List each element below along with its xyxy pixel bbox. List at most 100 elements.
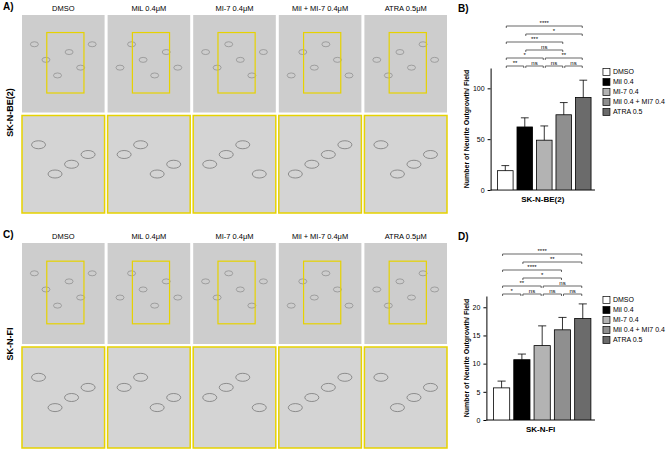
bracket xyxy=(506,42,562,44)
significance-label: ns xyxy=(549,288,555,294)
significance-label: ns xyxy=(570,60,576,66)
cell xyxy=(345,303,353,308)
bracket xyxy=(563,294,581,296)
y-tick: 5 xyxy=(476,389,486,396)
image-panel: A)SK-N-BE(2)DMSOMiL 0.4μMMI-7 0.4μMMil +… xyxy=(3,1,447,213)
y-axis-title: Number of Neurite Outgrowth/ Field xyxy=(463,299,471,418)
zoom-box xyxy=(132,261,169,324)
bracket xyxy=(565,66,582,68)
column-heading: MiL 0.4μM xyxy=(131,4,166,13)
error-cap xyxy=(538,325,546,326)
cell xyxy=(305,394,319,402)
cell xyxy=(310,65,318,70)
micrograph xyxy=(364,15,447,113)
bracket xyxy=(545,58,582,60)
significance-label: * xyxy=(524,52,527,58)
cell xyxy=(32,373,46,381)
zoom-micrograph xyxy=(193,347,276,448)
micrograph xyxy=(108,15,191,113)
cell xyxy=(117,383,131,391)
y-tick: 15 xyxy=(473,332,487,339)
legend-swatch xyxy=(603,297,610,304)
cell xyxy=(203,160,217,168)
bar xyxy=(493,388,509,420)
significance-label: ns xyxy=(529,288,535,294)
y-tick-mark xyxy=(483,420,486,421)
cell xyxy=(373,57,381,62)
cell xyxy=(202,279,210,284)
zoom-box xyxy=(304,33,341,93)
panel-letter: B) xyxy=(458,3,469,14)
significance-label: ns xyxy=(569,288,575,294)
cell xyxy=(30,271,38,276)
y-tick-label: 5 xyxy=(476,389,480,396)
x-axis-title: SK-N-FI xyxy=(526,425,555,434)
cell xyxy=(407,394,421,402)
bracket xyxy=(506,26,582,28)
y-tick-label: 20 xyxy=(473,304,481,311)
cell xyxy=(219,151,233,159)
legend-swatch xyxy=(603,317,610,324)
chart-panel: D)DMSOMil 0.4MI-7 0.4Mil 0.4 + MI7 0.4AT… xyxy=(458,231,665,434)
column-heading: DMSO xyxy=(52,232,75,241)
significance-brackets: **nsnsns*ns********** xyxy=(506,20,582,68)
zoom-micrograph xyxy=(108,347,191,448)
zoom-box xyxy=(47,33,84,93)
cell xyxy=(54,73,62,78)
cell xyxy=(321,383,335,391)
cell xyxy=(287,73,295,78)
image-panel: C)SK-N-FIDMSOMiL 0.4μMMI-7 0.4μMMil + MI… xyxy=(3,229,447,448)
cell xyxy=(116,65,124,70)
bar xyxy=(556,115,572,190)
cell xyxy=(288,404,302,412)
zoom-box xyxy=(47,261,84,324)
y-tick-label: 50 xyxy=(477,136,485,143)
legend-swatch xyxy=(603,89,610,96)
zoom-micrograph xyxy=(279,116,362,214)
cell xyxy=(151,303,159,308)
cell xyxy=(65,50,73,55)
cell xyxy=(88,42,96,47)
legend-label: ATRA 0.5 xyxy=(613,336,643,343)
cell xyxy=(54,303,62,308)
y-tick-label: 0 xyxy=(476,417,480,424)
cell xyxy=(219,383,233,391)
zoom-micrograph xyxy=(193,116,276,214)
significance-label: **** xyxy=(538,248,548,254)
error-bar xyxy=(501,381,502,388)
y-tick-mark xyxy=(488,88,491,89)
cell xyxy=(338,141,352,149)
cell xyxy=(345,73,353,78)
significance-label: ns xyxy=(559,280,565,286)
plot-marks xyxy=(493,304,590,420)
legend-label: MI-7 0.4 xyxy=(613,316,639,323)
bracket xyxy=(523,294,541,296)
column-heading: ATRA 0.5μM xyxy=(385,232,427,241)
y-axis: 05101520 xyxy=(473,297,487,424)
bar xyxy=(514,360,530,420)
cell xyxy=(65,279,73,284)
y-tick-mark xyxy=(483,307,486,308)
bar xyxy=(517,127,533,190)
zoom-box xyxy=(389,33,426,93)
y-tick-mark xyxy=(488,139,491,140)
column-heading: ATRA 0.5μM xyxy=(385,4,427,13)
y-tick-mark xyxy=(483,364,486,365)
cell xyxy=(139,57,147,62)
cell xyxy=(287,303,295,308)
error-bar xyxy=(544,126,545,140)
cell xyxy=(374,141,388,149)
cell xyxy=(288,170,302,178)
cell xyxy=(32,141,46,149)
cell xyxy=(81,383,95,391)
legend-swatch xyxy=(603,337,610,344)
legend-swatch xyxy=(603,79,610,86)
error-bar xyxy=(562,317,563,329)
bracket xyxy=(526,34,582,36)
cell xyxy=(48,170,62,178)
zoom-box xyxy=(218,261,255,324)
micrograph xyxy=(279,15,362,113)
cell xyxy=(134,373,148,381)
cell xyxy=(150,404,164,412)
significance-brackets: *nsnsns***ns********** xyxy=(503,248,582,296)
